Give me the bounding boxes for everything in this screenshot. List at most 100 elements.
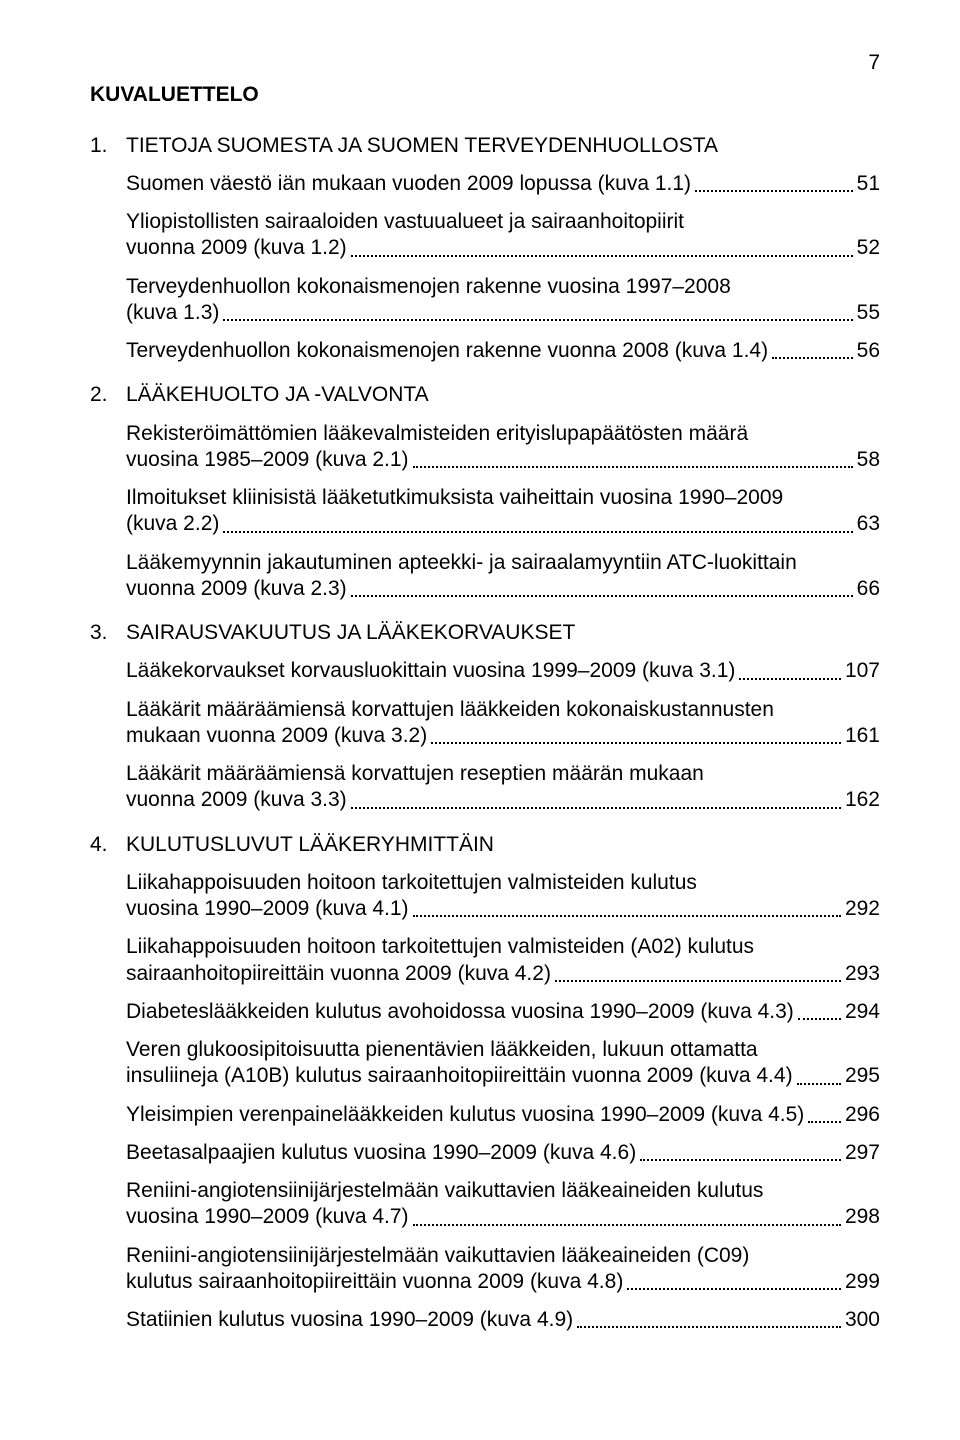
toc-entry-tail: vuonna 2009 (kuva 2.3) [126,576,347,602]
toc-entry-tail: Statiinien kulutus vuosina 1990–2009 (ku… [126,1307,573,1333]
toc-entry-text: Ilmoitukset kliinisistä lääketutkimuksis… [126,485,880,511]
toc-entry-text: Lääkemyynnin jakautuminen apteekki- ja s… [126,550,880,576]
toc-entry-page: 294 [845,999,880,1025]
toc-entry-page: 56 [857,338,880,364]
toc-entry-text: Veren glukoosipitoisuutta pienentävien l… [126,1037,880,1063]
toc-entry-page: 296 [845,1102,880,1128]
section-number: 3. [90,620,126,646]
toc-entry-line: Liikahappoisuuden hoitoon tarkoitettujen… [126,934,880,960]
toc-entry: Lääkärit määräämiensä korvattujen resept… [126,761,880,814]
section-title: KULUTUSLUVUT LÄÄKERYHMITTÄIN [126,832,880,858]
toc-entry-page: 299 [845,1269,880,1295]
section-header: 4.KULUTUSLUVUT LÄÄKERYHMITTÄIN [90,832,880,858]
toc-entry-tail: vuosina 1990–2009 (kuva 4.7) [126,1204,409,1230]
toc-entry-page: 55 [857,300,880,326]
leader-dots [223,531,852,533]
section-header: 3.SAIRAUSVAKUUTUS JA LÄÄKEKORVAUKSET [90,620,880,646]
leader-dots [351,255,853,257]
toc-leader-line: sairaanhoitopiireittäin vuonna 2009 (kuv… [126,961,880,987]
leader-dots [797,1083,841,1085]
leader-dots [577,1326,841,1328]
toc-leader-line: (kuva 1.3) 55 [126,300,880,326]
toc-entry-page: 161 [845,723,880,749]
toc-sections: 1.TIETOJA SUOMESTA JA SUOMEN TERVEYDENHU… [90,133,880,1334]
toc-leader-line: Terveydenhuollon kokonaismenojen rakenne… [126,338,880,364]
toc-entry-tail: vuosina 1985–2009 (kuva 2.1) [126,447,409,473]
section-number: 1. [90,133,126,159]
toc-entry-text: Rekisteröimättömien lääkevalmisteiden er… [126,421,880,447]
toc-entry-page: 298 [845,1204,880,1230]
toc-entry-tail: insuliineja (A10B) kulutus sairaanhoitop… [126,1063,793,1089]
toc-entry: Terveydenhuollon kokonaismenojen rakenne… [126,338,880,364]
toc-entry-line: Liikahappoisuuden hoitoon tarkoitettujen… [126,870,880,896]
toc-leader-line: vuonna 2009 (kuva 1.2)52 [126,235,880,261]
toc-entry-tail: mukaan vuonna 2009 (kuva 3.2) [126,723,427,749]
toc-entry-tail: sairaanhoitopiireittäin vuonna 2009 (kuv… [126,961,551,987]
toc-entry-line: Yliopistollisten sairaaloiden vastuualue… [126,209,880,235]
main-heading: KUVALUETTELO [90,82,880,108]
toc-leader-line: vuosina 1990–2009 (kuva 4.1)292 [126,896,880,922]
toc-entry-text: Yliopistollisten sairaaloiden vastuualue… [126,209,880,235]
toc-entry-tail: vuonna 2009 (kuva 1.2) [126,235,347,261]
toc-leader-line: Diabeteslääkkeiden kulutus avohoidossa v… [126,999,880,1025]
section-entries: Lääkekorvaukset korvausluokittain vuosin… [126,658,880,813]
toc-entry-page: 66 [857,576,880,602]
toc-entry: Suomen väestö iän mukaan vuoden 2009 lop… [126,171,880,197]
toc-entry-tail: Diabeteslääkkeiden kulutus avohoidossa v… [126,999,794,1025]
toc-entry: Lääkekorvaukset korvausluokittain vuosin… [126,658,880,684]
toc-section: 3.SAIRAUSVAKUUTUS JA LÄÄKEKORVAUKSET Lääk… [90,620,880,814]
toc-entry-line: Lääkärit määräämiensä korvattujen resept… [126,761,880,787]
toc-entry: Ilmoitukset kliinisistä lääketutkimuksis… [126,485,880,538]
toc-leader-line: Beetasalpaajien kulutus vuosina 1990–200… [126,1140,880,1166]
toc-entry: Veren glukoosipitoisuutta pienentävien l… [126,1037,880,1090]
toc-leader-line: vuonna 2009 (kuva 2.3) 66 [126,576,880,602]
toc-entry: Lääkemyynnin jakautuminen apteekki- ja s… [126,550,880,603]
leader-dots [351,595,853,597]
section-entries: Suomen väestö iän mukaan vuoden 2009 lop… [126,171,880,365]
toc-leader-line: vuosina 1990–2009 (kuva 4.7) 298 [126,1204,880,1230]
toc-entry-tail: Terveydenhuollon kokonaismenojen rakenne… [126,338,768,364]
toc-entry: Rekisteröimättömien lääkevalmisteiden er… [126,421,880,474]
leader-dots [798,1018,841,1020]
toc-entry-tail: kulutus sairaanhoitopiireittäin vuonna 2… [126,1269,623,1295]
toc-leader-line: Suomen väestö iän mukaan vuoden 2009 lop… [126,171,880,197]
toc-entry: Lääkärit määräämiensä korvattujen lääkke… [126,697,880,750]
toc-entry: Reniini-angiotensiinijärjestelmään vaiku… [126,1243,880,1296]
section-header: 1.TIETOJA SUOMESTA JA SUOMEN TERVEYDENHU… [90,133,880,159]
toc-entry-page: 300 [845,1307,880,1333]
leader-dots [695,190,853,192]
toc-entry-line: Terveydenhuollon kokonaismenojen rakenne… [126,274,880,300]
leader-dots [223,319,852,321]
toc-entry-tail: vuonna 2009 (kuva 3.3) [126,787,347,813]
toc-leader-line: insuliineja (A10B) kulutus sairaanhoitop… [126,1063,880,1089]
toc-section: 4.KULUTUSLUVUT LÄÄKERYHMITTÄIN Liikahappo… [90,832,880,1334]
leader-dots [413,915,841,917]
toc-entry-text: Lääkärit määräämiensä korvattujen resept… [126,761,880,787]
toc-section: 2.LÄÄKEHUOLTO JA -VALVONTARekisteröimätt… [90,382,880,602]
toc-leader-line: vuosina 1985–2009 (kuva 2.1) 58 [126,447,880,473]
toc-entry-text: Lääkärit määräämiensä korvattujen lääkke… [126,697,880,723]
toc-entry-line: Reniini-angiotensiinijärjestelmään vaiku… [126,1243,880,1269]
toc-entry: Statiinien kulutus vuosina 1990–2009 (ku… [126,1307,880,1333]
toc-entry-page: 58 [857,447,880,473]
toc-leader-line: (kuva 2.2)63 [126,511,880,537]
leader-dots [772,357,853,359]
leader-dots [555,980,841,982]
toc-entry-tail: (kuva 1.3) [126,300,219,326]
leader-dots [431,742,841,744]
leader-dots [627,1288,841,1290]
toc-entry-tail: (kuva 2.2) [126,511,219,537]
toc-entry-page: 162 [845,787,880,813]
toc-entry-page: 293 [845,961,880,987]
toc-entry-tail: vuosina 1990–2009 (kuva 4.1) [126,896,409,922]
leader-dots [808,1121,841,1123]
leader-dots [351,807,841,809]
toc-entry-text: Terveydenhuollon kokonaismenojen rakenne… [126,274,880,300]
section-title: SAIRAUSVAKUUTUS JA LÄÄKEKORVAUKSET [126,620,880,646]
toc-entry: Liikahappoisuuden hoitoon tarkoitettujen… [126,870,880,923]
toc-entry-page: 295 [845,1063,880,1089]
toc-entry: Yleisimpien verenpainelääkkeiden kulutus… [126,1102,880,1128]
toc-entry-text: Reniini-angiotensiinijärjestelmään vaiku… [126,1243,880,1269]
leader-dots [640,1159,841,1161]
toc-entry: Yliopistollisten sairaaloiden vastuualue… [126,209,880,262]
